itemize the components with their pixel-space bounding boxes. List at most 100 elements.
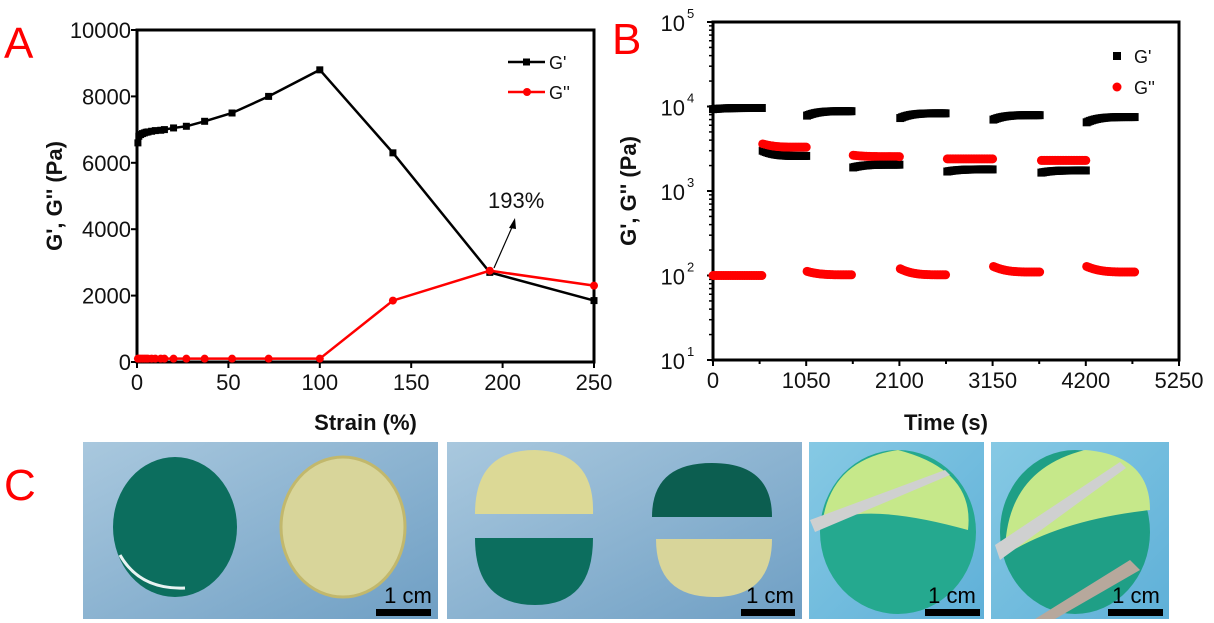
scale-bar	[1108, 609, 1163, 616]
data-point-g-prime	[157, 126, 165, 134]
x-tick-label: 2100	[875, 368, 924, 393]
scale-bar	[925, 609, 980, 616]
scale-bar	[741, 609, 795, 616]
data-point-g-prime	[144, 128, 152, 136]
annotation-193-percent: 193%	[488, 188, 544, 213]
data-point-g-double-prime	[1035, 267, 1045, 277]
yellow-half-top	[475, 450, 594, 514]
data-point-g-prime	[134, 139, 142, 147]
plot-frame	[711, 20, 1181, 362]
data-point-g-double-prime	[988, 154, 998, 164]
green-half-top	[652, 463, 772, 517]
data-point-g-prime	[988, 165, 997, 174]
x-tick-label: 0	[131, 370, 143, 395]
data-point-g-double-prime	[846, 270, 856, 280]
data-point-g-double-prime	[160, 354, 169, 363]
data-point-g-prime	[802, 151, 811, 160]
legend-label: G''	[1134, 78, 1155, 98]
photo-whole-discs	[83, 442, 438, 619]
legend-label: G'	[549, 53, 566, 73]
data-point-g-double-prime	[941, 270, 951, 280]
panel-label-a: A	[4, 19, 34, 68]
data-point-g-prime	[847, 107, 856, 116]
y-tick-exponent: 3	[687, 175, 694, 190]
yellow-half-bottom	[656, 539, 772, 597]
y-tick-label: 8000	[82, 84, 131, 109]
data-point-g-prime	[151, 127, 159, 135]
photo-healed-disc-2	[991, 442, 1169, 619]
legend-marker-circle	[1112, 82, 1122, 92]
y-tick-exponent: 2	[687, 260, 694, 275]
legend-label: G''	[549, 83, 570, 103]
data-point-g-double-prime	[590, 281, 598, 290]
y-tick-label: 6000	[82, 151, 131, 176]
photo-healed-disc-1	[809, 442, 984, 619]
data-point-g-double-prime	[485, 266, 494, 275]
green-gel-disc	[113, 457, 237, 597]
data-point-g-prime	[265, 92, 273, 100]
x-tick-label: 100	[301, 370, 338, 395]
x-axis-label: Time (s)	[904, 410, 988, 435]
data-point-g-double-prime	[1081, 155, 1091, 165]
y-tick-label: 10	[661, 349, 685, 374]
data-point-g-prime	[757, 103, 766, 112]
tweezers	[810, 470, 950, 532]
x-tick-label: 3150	[968, 368, 1017, 393]
data-point-g-double-prime	[1130, 267, 1140, 277]
chart-a-strain-sweep: 0 50 100 150 200 250 0 2000 4000 6000 8000 10000 Str…	[42, 18, 612, 435]
data-point-g-prime	[941, 109, 950, 118]
x-tick-label: 250	[576, 370, 613, 395]
data-point-g-double-prime	[151, 354, 160, 363]
data-point-g-prime	[228, 109, 236, 117]
yellow-gel-disc	[279, 455, 407, 599]
y-tick-label: 2000	[82, 284, 131, 309]
x-tick-label: 150	[393, 370, 430, 395]
data-point-g-prime	[895, 160, 904, 169]
arrowhead-icon	[509, 218, 516, 229]
data-point-g-prime	[1081, 166, 1090, 175]
data-point-g-double-prime	[228, 354, 237, 363]
y-tick-label: 0	[119, 350, 131, 375]
x-tick-label: 5250	[1155, 368, 1204, 393]
x-axis-label: Strain (%)	[314, 410, 417, 435]
legend-marker-square	[523, 58, 530, 66]
data-point-g-prime	[389, 149, 397, 157]
data-point-g-double-prime	[169, 354, 178, 363]
scale-bar	[376, 609, 431, 616]
legend-marker-circle	[523, 88, 531, 96]
data-point-g-double-prime	[801, 142, 811, 152]
data-point-g-prime	[590, 297, 598, 305]
y-tick-label: 10	[661, 96, 685, 121]
data-point-g-prime	[1035, 111, 1044, 120]
green-half-bottom	[475, 538, 593, 605]
series-line-g-prime	[136, 68, 595, 302]
y-axis-label: G', G'' (Pa)	[42, 141, 67, 251]
data-point-g-prime	[160, 126, 168, 134]
data-point-g-prime	[201, 117, 209, 125]
y-tick-exponent: 5	[687, 6, 694, 21]
data-point-g-double-prime	[388, 296, 397, 305]
annotation-arrow	[493, 224, 514, 269]
data-point-g-double-prime	[200, 354, 209, 363]
data-point-g-double-prime	[315, 354, 324, 363]
x-tick-label: 4200	[1061, 368, 1110, 393]
x-tick-label: 1050	[782, 368, 831, 393]
y-tick-exponent: 4	[687, 91, 694, 106]
y-tick-label: 10	[661, 265, 685, 290]
scale-bar-label: 1 cm	[1112, 583, 1160, 608]
y-tick-label: 4000	[82, 217, 131, 242]
scale-bar-label: 1 cm	[746, 583, 794, 608]
y-tick-label: 10	[661, 180, 685, 205]
data-point-g-double-prime	[264, 354, 273, 363]
y-tick-label: 10000	[70, 18, 131, 43]
data-point-g-prime	[316, 66, 324, 74]
y-tick-exponent: 1	[687, 344, 694, 359]
series-line-g-double-prime	[137, 269, 595, 360]
legend-marker-square	[1113, 52, 1121, 60]
x-tick-label: 50	[216, 370, 240, 395]
photo-row: 1 cm 1 cm 1 cm 1 cm	[83, 442, 1169, 619]
x-tick-label: 200	[484, 370, 521, 395]
panel-label-b: B	[612, 15, 641, 64]
